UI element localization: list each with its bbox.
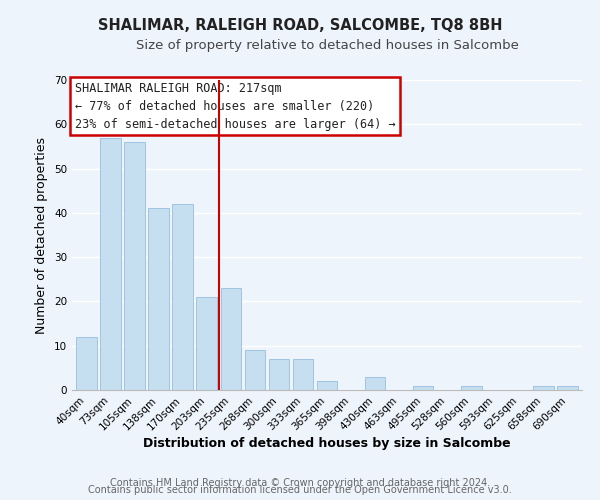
Bar xyxy=(148,208,169,390)
Bar xyxy=(172,204,193,390)
Bar xyxy=(533,386,554,390)
Text: Contains HM Land Registry data © Crown copyright and database right 2024.: Contains HM Land Registry data © Crown c… xyxy=(110,478,490,488)
Text: SHALIMAR, RALEIGH ROAD, SALCOMBE, TQ8 8BH: SHALIMAR, RALEIGH ROAD, SALCOMBE, TQ8 8B… xyxy=(98,18,502,32)
Bar xyxy=(557,386,578,390)
Bar xyxy=(461,386,482,390)
Bar xyxy=(269,359,289,390)
Bar xyxy=(196,297,217,390)
Bar xyxy=(413,386,433,390)
Bar xyxy=(245,350,265,390)
Bar xyxy=(317,381,337,390)
Bar xyxy=(293,359,313,390)
Y-axis label: Number of detached properties: Number of detached properties xyxy=(35,136,49,334)
Text: Contains public sector information licensed under the Open Government Licence v3: Contains public sector information licen… xyxy=(88,485,512,495)
Bar xyxy=(221,288,241,390)
X-axis label: Distribution of detached houses by size in Salcombe: Distribution of detached houses by size … xyxy=(143,438,511,450)
Text: SHALIMAR RALEIGH ROAD: 217sqm
← 77% of detached houses are smaller (220)
23% of : SHALIMAR RALEIGH ROAD: 217sqm ← 77% of d… xyxy=(74,82,395,130)
Bar xyxy=(100,138,121,390)
Bar xyxy=(124,142,145,390)
Title: Size of property relative to detached houses in Salcombe: Size of property relative to detached ho… xyxy=(136,40,518,52)
Bar xyxy=(365,376,385,390)
Bar xyxy=(76,337,97,390)
